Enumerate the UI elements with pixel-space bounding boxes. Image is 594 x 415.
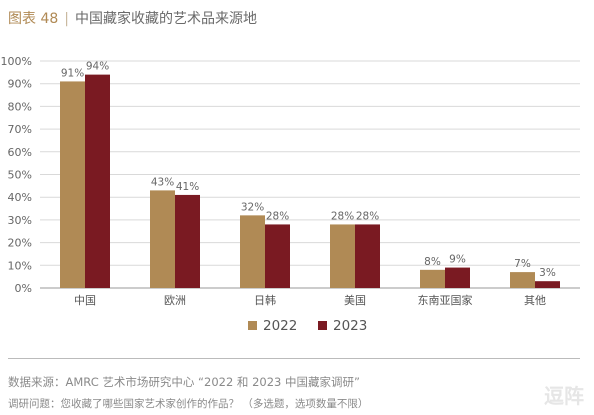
bar-2022 xyxy=(510,272,535,288)
data-label: 28% xyxy=(331,210,354,222)
bar-2023 xyxy=(85,74,110,288)
y-tick-label: 70% xyxy=(8,123,32,136)
data-label: 41% xyxy=(176,181,199,193)
y-tick-label: 10% xyxy=(8,259,32,272)
bar-2022 xyxy=(150,190,175,288)
y-tick-label: 100% xyxy=(1,55,32,68)
data-label: 43% xyxy=(151,176,174,188)
legend-label-2023: 2023 xyxy=(333,318,367,334)
y-tick-label: 30% xyxy=(8,214,32,227)
footer-divider xyxy=(8,358,580,359)
data-label: 94% xyxy=(86,61,109,73)
data-label: 9% xyxy=(449,254,466,266)
data-label: 28% xyxy=(356,210,379,222)
bar-2022 xyxy=(240,215,265,288)
bar-2023 xyxy=(175,194,200,288)
legend-swatch-2023 xyxy=(318,321,327,330)
y-tick-label: 90% xyxy=(8,78,32,91)
data-label: 32% xyxy=(241,201,264,213)
y-tick-label: 60% xyxy=(8,146,32,159)
y-tick-label: 0% xyxy=(15,282,32,295)
bar-2023 xyxy=(535,281,560,288)
bar-2023 xyxy=(355,224,380,288)
x-tick-label: 东南亚国家 xyxy=(418,293,473,307)
legend-swatch-2022 xyxy=(248,321,257,330)
data-label: 28% xyxy=(266,210,289,222)
bar-2022 xyxy=(330,224,355,288)
header-separator: | xyxy=(64,11,69,27)
x-tick-label: 中国 xyxy=(74,294,96,307)
legend-label-2022: 2022 xyxy=(263,318,297,334)
watermark-logo: 逗阵 xyxy=(544,384,584,408)
bar-2023 xyxy=(445,267,470,288)
y-tick-label: 20% xyxy=(8,237,32,250)
data-label: 8% xyxy=(424,256,441,268)
y-tick-label: 50% xyxy=(8,169,32,182)
x-tick-label: 欧洲 xyxy=(164,294,186,307)
bar-2023 xyxy=(265,224,290,288)
x-tick-label: 日韩 xyxy=(254,293,276,307)
bar-chart: 0% 10% 20% 30% 40% 50% 60% 70% 80% 90% 100% 中国 91%94… xyxy=(1,55,580,334)
chart-title: 中国藏家收藏的艺术品来源地 xyxy=(74,11,257,27)
y-tick-label: 40% xyxy=(8,191,32,204)
x-tick-label: 美国 xyxy=(344,294,366,307)
chart-header: 图表 48 | 中国藏家收藏的艺术品来源地 xyxy=(8,6,586,32)
x-tick-label: 其他 xyxy=(524,294,546,307)
data-label: 3% xyxy=(539,267,556,279)
figure-label: 图表 48 xyxy=(8,11,59,27)
bar-2022 xyxy=(60,81,85,289)
y-tick-label: 80% xyxy=(8,100,32,113)
data-label: 7% xyxy=(514,258,531,270)
survey-question-note: 调研问题：您收藏了哪些国家艺术家创作的作品？ （多选题，选项数量不限） xyxy=(8,398,369,410)
data-label: 91% xyxy=(61,67,84,79)
bar-2022 xyxy=(420,269,445,288)
source-note: 数据来源：AMRC 艺术市场研究中心 “2022 和 2023 中国藏家调研” xyxy=(8,375,360,389)
